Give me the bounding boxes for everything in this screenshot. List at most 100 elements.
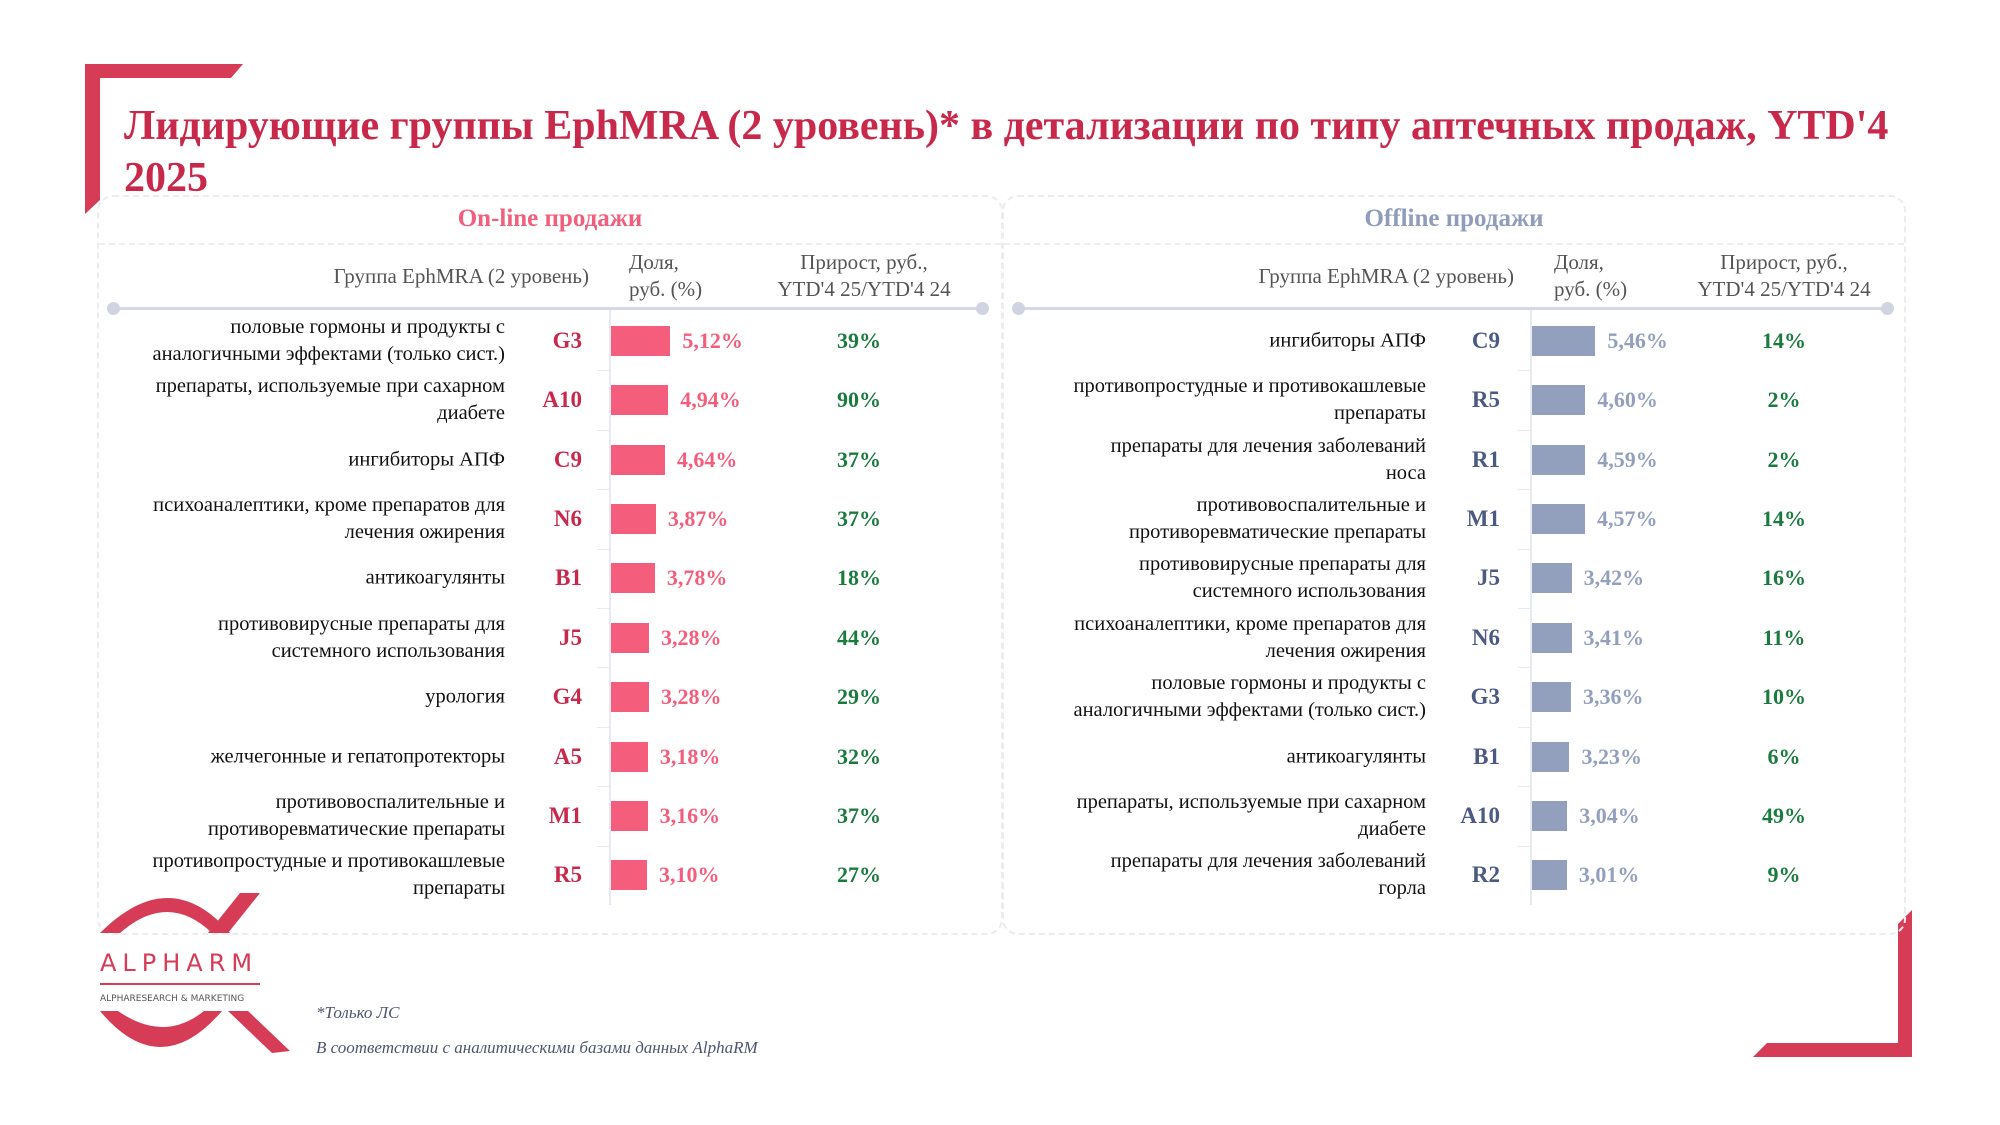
group-code: A10 <box>1460 802 1500 828</box>
footnote-only-drugs: *Только ЛС <box>316 1003 400 1022</box>
growth-value: 14% <box>1762 327 1806 353</box>
group-name: психоаналептики, кроме препаратов для ле… <box>153 493 505 543</box>
group-code: N6 <box>1471 624 1500 650</box>
group-code: G3 <box>552 327 582 353</box>
share-bar <box>1532 503 1585 534</box>
row-separator-tick <box>597 429 611 431</box>
share-bar <box>611 385 669 416</box>
group-name: урология <box>425 685 505 708</box>
share-bar <box>611 800 648 831</box>
alpha-symbol-icon <box>100 893 290 1053</box>
group-code: B1 <box>555 565 582 591</box>
group-name: противопростудные и противокашлевые преп… <box>152 850 505 900</box>
share-label: 4,94% <box>680 387 741 413</box>
share-label: 4,64% <box>676 446 738 472</box>
group-name: препараты для лечения заболеваний горла <box>1110 850 1426 900</box>
growth-value: 18% <box>837 565 881 591</box>
alpharm-logo: ALPHARM ALPHARESEARCH & MARKETING <box>100 893 292 1053</box>
growth-value: 16% <box>1762 565 1806 591</box>
growth-value: 39% <box>837 327 881 353</box>
offline-table-row: препараты, используемые при сахарном диа… <box>1004 786 1904 846</box>
share-label: 3,01% <box>1578 862 1640 888</box>
share-bar <box>1532 860 1567 891</box>
panel-header-separator <box>1004 243 1904 245</box>
offline-table-row: антикоагулянты B1 3,23% 6% <box>1004 726 1904 787</box>
footnote-source: В соответствии с аналитическими базами д… <box>316 1038 758 1057</box>
share-label: 5,12% <box>682 327 743 353</box>
online-table-row: урология G4 3,28% 29% <box>99 667 1001 727</box>
column-header-group: Группа EphMRA (2 уровень) <box>1258 264 1514 288</box>
row-separator-tick <box>1518 489 1532 491</box>
group-name: противовоспалительные и противоревматиче… <box>207 790 505 840</box>
group-code: J5 <box>559 624 582 650</box>
share-label: 3,42% <box>1583 565 1645 591</box>
offline-table-row: половые гормоны и продукты с аналогичным… <box>1004 667 1904 727</box>
growth-value: 29% <box>837 684 881 710</box>
group-name: желчегонные и гепатопротекторы <box>210 745 505 768</box>
group-code: R5 <box>553 862 582 888</box>
group-name: препараты, используемые при сахарном диа… <box>155 375 505 425</box>
row-separator-tick <box>597 845 611 847</box>
growth-value: 9% <box>1767 862 1801 888</box>
group-code: G3 <box>1470 684 1500 710</box>
column-header-growth-line2: YTD'4 25/YTD'4 24 <box>777 277 951 301</box>
share-bar <box>611 563 655 594</box>
column-header-growth-line1: Прирост, руб., <box>1720 250 1848 274</box>
column-header-share-line1: Доля, <box>1554 250 1604 274</box>
row-separator-tick <box>597 370 611 372</box>
growth-value: 14% <box>1762 505 1806 531</box>
online-table-row: антикоагулянты B1 3,78% 18% <box>99 548 1001 609</box>
group-code: A5 <box>553 743 582 769</box>
share-label: 3,16% <box>659 802 721 828</box>
share-bar <box>1532 682 1571 713</box>
group-code: R5 <box>1471 387 1500 413</box>
share-bar <box>1532 563 1572 594</box>
column-header-share-line2: руб. (%) <box>1554 277 1628 301</box>
online-table-row: ингибиторы АПФ C9 4,64% 37% <box>99 429 1001 490</box>
group-code: C9 <box>1471 327 1500 353</box>
share-bar <box>1532 325 1596 356</box>
offline-panel-title: Offline продажи <box>1364 205 1544 232</box>
header-axis-line <box>107 302 989 315</box>
logo-divider <box>100 983 260 985</box>
group-code: C9 <box>553 446 582 472</box>
share-label: 3,87% <box>667 505 729 531</box>
share-bar <box>611 741 648 772</box>
offline-table-row: противовоспалительные и противоревматиче… <box>1004 489 1904 549</box>
online-table-row: противовоспалительные и противоревматиче… <box>99 786 1001 846</box>
group-code: N6 <box>553 505 582 531</box>
online-panel-title: On-line продажи <box>457 205 643 232</box>
axis-dot-right <box>1881 302 1894 315</box>
growth-value: 2% <box>1767 446 1801 472</box>
share-label: 4,60% <box>1597 387 1658 413</box>
offline-sales-panel: Offline продажи Группа EphMRA (2 уровень… <box>1002 195 1906 935</box>
axis-dot-right <box>976 302 989 315</box>
share-label: 5,46% <box>1607 327 1668 353</box>
group-name: ингибиторы АПФ <box>348 448 505 471</box>
row-separator-tick <box>597 608 611 609</box>
panel-header-separator <box>99 243 1001 245</box>
group-code: A10 <box>542 387 582 413</box>
column-header-growth-line1: Прирост, руб., <box>800 250 928 274</box>
logo-name: ALPHARM <box>100 949 259 977</box>
row-separator-tick <box>1518 548 1532 550</box>
share-label: 3,18% <box>659 743 721 769</box>
growth-value: 2% <box>1767 387 1801 413</box>
offline-table-row: препараты для лечения заболеваний носа R1… <box>1004 429 1904 490</box>
row-separator-tick <box>1518 726 1532 728</box>
group-name: ингибиторы АПФ <box>1269 329 1426 352</box>
growth-value: 6% <box>1767 743 1801 769</box>
share-bar <box>1532 385 1586 416</box>
row-separator-tick <box>1518 429 1532 431</box>
row-separator-tick <box>1518 845 1532 847</box>
share-bar <box>1532 622 1572 653</box>
share-label: 3,10% <box>658 862 720 888</box>
share-bar <box>611 860 647 891</box>
share-label: 3,41% <box>1583 624 1645 650</box>
group-name: половые гормоны и продукты с аналогичным… <box>1073 672 1426 722</box>
growth-value: 10% <box>1762 684 1806 710</box>
group-name: антикоагулянты <box>365 566 505 589</box>
share-label: 3,36% <box>1582 684 1644 710</box>
offline-table-row: психоаналептики, кроме препаратов для ле… <box>1004 608 1904 668</box>
offline-table-row: противопростудные и противокашлевые преп… <box>1004 370 1904 430</box>
